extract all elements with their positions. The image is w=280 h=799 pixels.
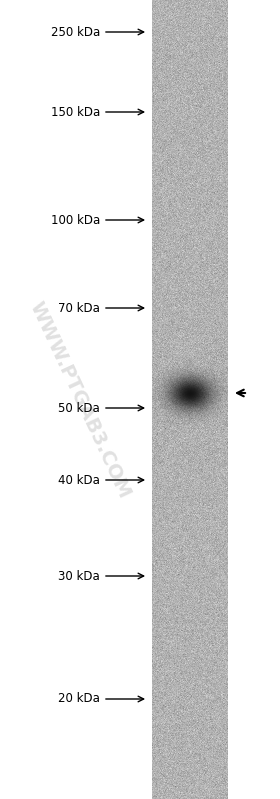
Text: WWW.PTGAB3.COM: WWW.PTGAB3.COM [26, 299, 134, 502]
Text: 100 kDa: 100 kDa [51, 213, 100, 226]
Text: 70 kDa: 70 kDa [58, 301, 100, 315]
Text: 50 kDa: 50 kDa [58, 402, 100, 415]
Text: 40 kDa: 40 kDa [58, 474, 100, 487]
Text: 150 kDa: 150 kDa [51, 105, 100, 118]
Text: 20 kDa: 20 kDa [58, 693, 100, 706]
Text: 30 kDa: 30 kDa [58, 570, 100, 582]
Text: 250 kDa: 250 kDa [51, 26, 100, 38]
